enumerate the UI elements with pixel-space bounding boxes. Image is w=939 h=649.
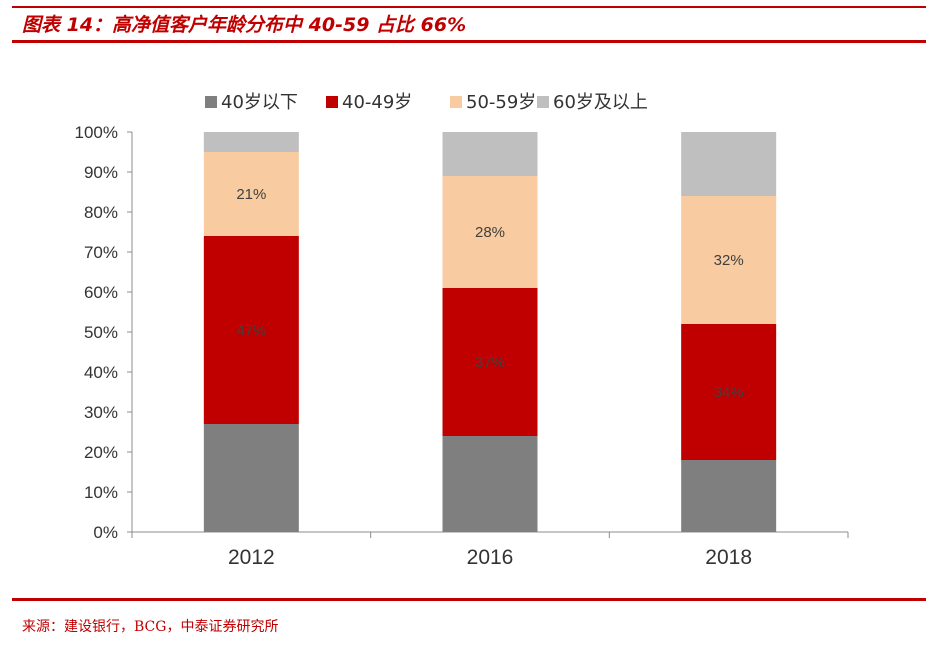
data-label: 37%	[475, 354, 505, 371]
y-tick-label: 80%	[84, 203, 118, 222]
bar-segment	[203, 236, 299, 424]
data-label: 28%	[475, 224, 505, 241]
data-label: 32%	[714, 252, 744, 269]
bar-segment	[203, 132, 299, 152]
legend-label: 40-49岁	[342, 92, 412, 113]
bar-segment	[681, 324, 777, 460]
x-category-label: 2016	[467, 546, 514, 569]
bars: 47% 21% 37% 28% 34% 32%	[203, 132, 777, 532]
title-rule-bottom	[12, 40, 926, 43]
y-tick-label: 20%	[84, 443, 118, 462]
bar-segment	[442, 132, 538, 176]
y-tick-label: 70%	[84, 243, 118, 262]
y-tick-label: 0%	[93, 523, 118, 542]
y-tick-label: 60%	[84, 283, 118, 302]
title-rule-top	[12, 6, 926, 8]
legend-swatch	[450, 96, 462, 108]
legend-label: 40岁以下	[221, 92, 298, 113]
bar-segment	[442, 436, 538, 532]
bar-segment	[203, 152, 299, 236]
figure-title: 图表 14：高净值客户年龄分布中 40-59 占比 66%	[22, 14, 467, 36]
y-tick-label: 90%	[84, 163, 118, 182]
y-tick-label: 10%	[84, 483, 118, 502]
legend: 40岁以下 40-49岁 50-59岁 60岁及以上	[205, 92, 648, 113]
source-rule	[12, 598, 926, 601]
bar-segment	[681, 460, 777, 532]
data-label: 21%	[236, 186, 266, 203]
legend-swatch	[326, 96, 338, 108]
y-tick-label: 30%	[84, 403, 118, 422]
data-label: 34%	[714, 384, 744, 401]
y-tick-label: 40%	[84, 363, 118, 382]
x-axis: 2012 2016 2018	[131, 531, 849, 569]
source-note: 来源：建设银行，BCG，中泰证券研究所	[22, 619, 279, 635]
y-axis: 0% 10% 20% 30% 40% 50% 60% 70% 80% 90% 100%	[75, 123, 133, 542]
bar-segment	[203, 424, 299, 532]
stacked-bar-chart: 40岁以下 40-49岁 50-59岁 60岁及以上 0% 10% 20% 30% 40% 50…	[75, 92, 849, 569]
y-tick-label: 100%	[75, 123, 118, 142]
legend-swatch	[537, 96, 549, 108]
bar-segment	[442, 176, 538, 288]
bar-segment	[442, 288, 538, 436]
legend-swatch	[205, 96, 217, 108]
data-label: 47%	[236, 322, 266, 339]
legend-label: 60岁及以上	[553, 92, 648, 113]
x-category-label: 2012	[228, 546, 275, 569]
y-tick-label: 50%	[84, 323, 118, 342]
x-category-label: 2018	[705, 546, 752, 569]
legend-label: 50-59岁	[466, 92, 536, 113]
bar-segment	[681, 196, 777, 324]
bar-segment	[681, 132, 777, 196]
